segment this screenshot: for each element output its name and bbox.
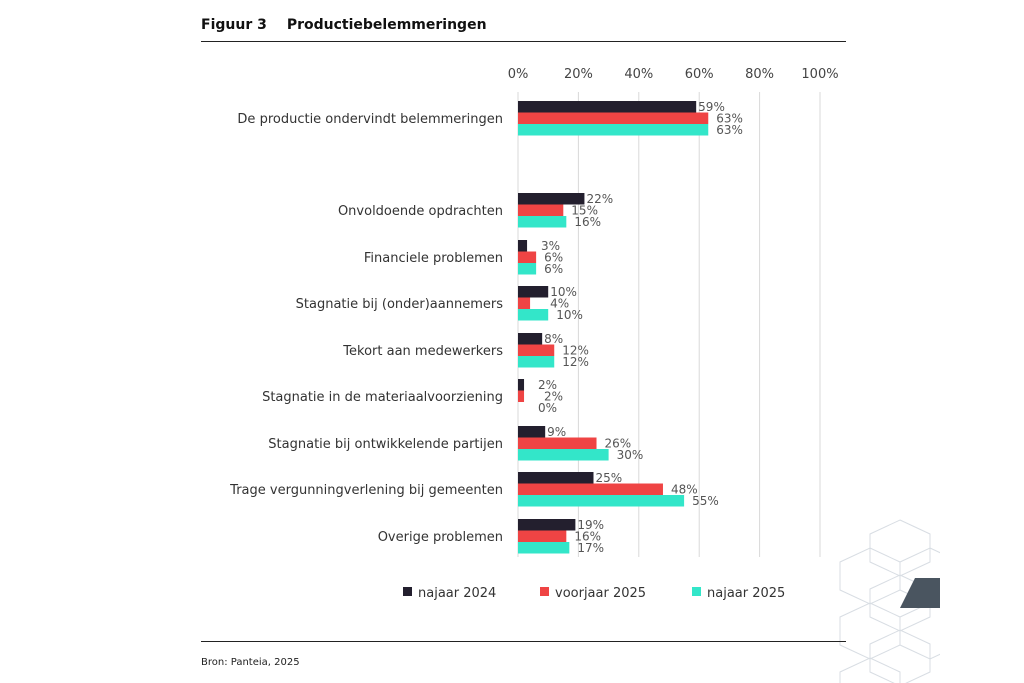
bar — [518, 251, 537, 263]
bar — [518, 530, 567, 542]
category-label: Overige problemen — [378, 530, 503, 545]
data-label: 25% — [596, 471, 623, 485]
data-label: 2% — [538, 378, 557, 392]
data-label: 59% — [698, 100, 725, 114]
bar — [518, 344, 555, 356]
decor-mask — [940, 500, 1024, 683]
legend-label: najaar 2024 — [418, 586, 496, 601]
bar — [518, 519, 576, 531]
bar — [518, 333, 543, 345]
data-label: 2% — [544, 390, 563, 404]
data-label: 0% — [538, 401, 557, 415]
x-tick-label: 0% — [508, 67, 529, 82]
bar — [518, 495, 685, 507]
x-tick-label: 100% — [801, 67, 838, 82]
chart-title: Productiebelemmeringen — [286, 17, 487, 33]
data-label: 12% — [562, 355, 589, 369]
data-label: 9% — [547, 425, 566, 439]
data-label: 10% — [550, 285, 577, 299]
decor-shape — [900, 578, 940, 608]
category-label: De productie ondervindt belemmeringen — [237, 112, 503, 127]
data-label: 16% — [574, 215, 601, 229]
bar — [518, 101, 697, 113]
data-label: 30% — [617, 448, 644, 462]
figure-title: Figuur 3 Productiebelemmeringen — [201, 17, 507, 33]
data-label: 10% — [556, 308, 583, 322]
legend-swatch — [692, 587, 701, 596]
x-tick-label: 80% — [745, 67, 774, 82]
bar — [518, 297, 531, 309]
data-label: 63% — [716, 112, 743, 126]
data-label: 3% — [541, 239, 560, 253]
data-label: 16% — [574, 530, 601, 544]
data-label: 55% — [692, 494, 719, 508]
x-tick-label: 60% — [685, 67, 714, 82]
legend-swatch — [403, 587, 412, 596]
data-label: 6% — [544, 262, 563, 276]
bar — [518, 216, 567, 228]
bar — [518, 263, 537, 275]
bar — [518, 193, 585, 205]
category-label: Stagnatie in de materiaalvoorziening — [262, 390, 503, 405]
data-label: 15% — [571, 204, 598, 218]
data-label: 48% — [671, 483, 698, 497]
data-label: 19% — [577, 518, 604, 532]
bottom-rule — [201, 641, 846, 642]
data-label: 63% — [716, 123, 743, 137]
bar — [518, 542, 570, 554]
decor-hexagon — [869, 629, 931, 683]
bar — [518, 483, 663, 495]
bar — [518, 426, 546, 438]
bar — [518, 286, 549, 298]
top-rule — [201, 41, 846, 42]
x-tick-label: 20% — [564, 67, 593, 82]
category-label: Onvoldoende opdrachten — [338, 204, 503, 219]
source-note: Bron: Panteia, 2025 — [201, 657, 300, 668]
data-label: 17% — [577, 541, 604, 555]
data-label: 12% — [562, 344, 589, 358]
bar — [518, 124, 709, 136]
data-label: 6% — [544, 251, 563, 265]
bar — [518, 204, 564, 216]
legend-label: najaar 2025 — [707, 586, 785, 601]
bar — [518, 112, 709, 124]
bar — [518, 449, 609, 461]
data-label: 22% — [586, 192, 613, 206]
bar — [518, 379, 525, 391]
figure-label: Figuur 3 — [201, 17, 267, 33]
data-label: 4% — [550, 297, 569, 311]
bar — [518, 240, 528, 252]
data-label: 8% — [544, 332, 563, 346]
category-label: Financiele problemen — [364, 251, 503, 266]
bar — [518, 390, 525, 402]
category-label: Stagnatie bij ontwikkelende partijen — [268, 437, 503, 452]
legend-swatch — [540, 587, 549, 596]
bar — [518, 309, 549, 321]
x-tick-label: 40% — [624, 67, 653, 82]
bar — [518, 437, 597, 449]
legend-label: voorjaar 2025 — [555, 586, 646, 601]
decor-hexagon — [839, 657, 901, 683]
bar — [518, 472, 594, 484]
category-label: Tekort aan medewerkers — [342, 344, 503, 359]
data-label: 26% — [605, 437, 632, 451]
bar — [518, 356, 555, 368]
category-label: Stagnatie bij (onder)aannemers — [296, 297, 504, 312]
category-label: Trage vergunningverlening bij gemeenten — [229, 483, 503, 498]
